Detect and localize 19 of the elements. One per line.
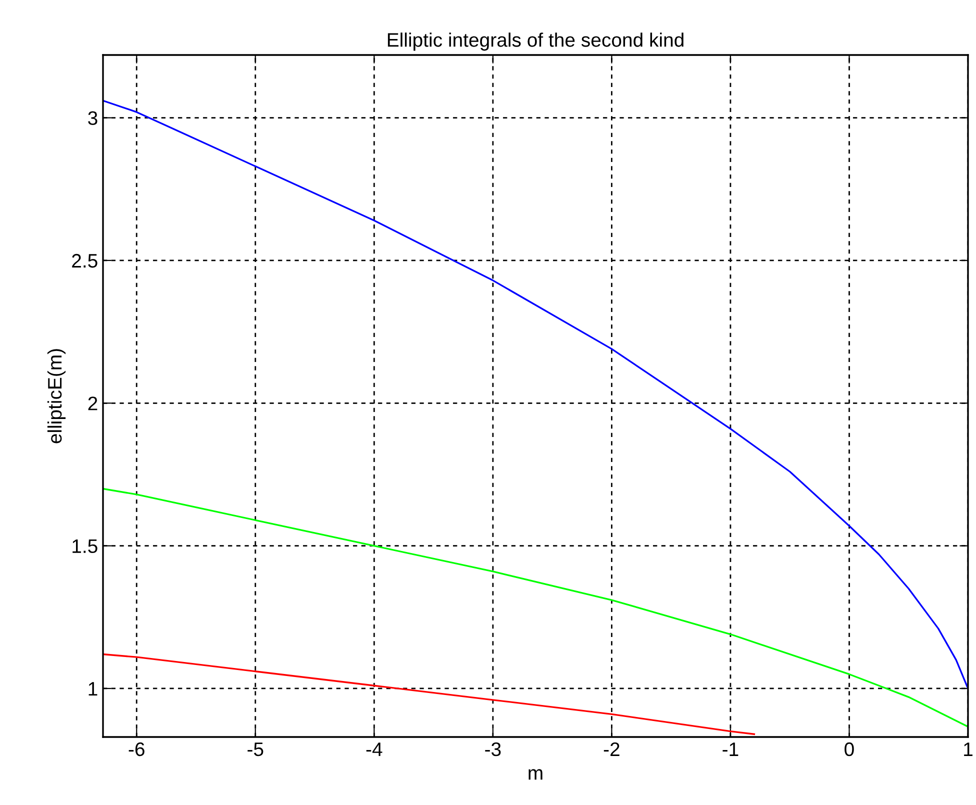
x-tick-label: -3 <box>485 742 501 756</box>
y-tick-label: 1.5 <box>72 539 98 554</box>
x-tick-label: -1 <box>722 742 738 756</box>
x-axis-title: m <box>528 769 542 780</box>
y-axis-title: ellipticE(m) <box>47 349 66 444</box>
y-tick-label: 3 <box>88 111 98 126</box>
y-tick-label: 2 <box>88 396 98 410</box>
x-tick-label: -4 <box>366 742 382 756</box>
x-tick-label: -5 <box>248 742 264 756</box>
y-tick-label: 2.5 <box>72 254 98 268</box>
x-tick-label: 0 <box>844 742 854 756</box>
x-tick-label: 1 <box>964 742 972 756</box>
x-tick-label: -2 <box>604 742 620 756</box>
x-tick-label: -6 <box>128 742 144 756</box>
line-series <box>103 100 968 690</box>
y-tick-label: 1 <box>88 682 98 696</box>
line-series <box>103 653 756 735</box>
line-series <box>103 488 968 728</box>
chart-title: Elliptic integrals of the second kind <box>388 32 684 51</box>
